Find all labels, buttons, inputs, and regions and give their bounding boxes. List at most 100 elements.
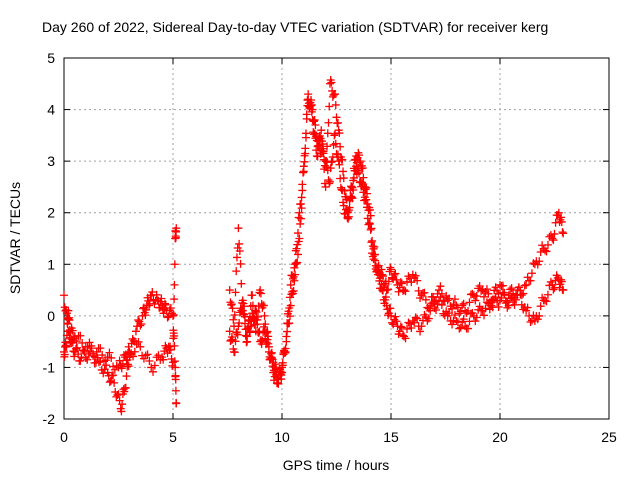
data-point — [367, 238, 376, 247]
data-point — [285, 293, 294, 302]
data-point — [480, 311, 489, 320]
data-point — [131, 327, 140, 336]
data-point — [109, 371, 118, 380]
data-point — [240, 302, 249, 311]
data-point — [170, 280, 179, 289]
data-point — [231, 337, 240, 346]
data-point — [230, 311, 239, 320]
data-point — [240, 312, 249, 321]
data-point — [166, 345, 175, 354]
data-point — [120, 387, 129, 396]
data-point — [259, 322, 268, 331]
data-point — [394, 287, 403, 296]
data-point — [471, 296, 480, 305]
data-point — [113, 391, 122, 400]
data-point — [550, 229, 559, 238]
data-point — [536, 302, 545, 311]
data-point — [344, 212, 353, 221]
data-point — [229, 315, 238, 324]
data-point — [445, 309, 454, 318]
data-point — [117, 407, 126, 416]
plot-area — [63, 57, 610, 420]
data-point — [161, 299, 170, 308]
data-point — [308, 105, 317, 114]
data-point — [252, 308, 261, 317]
data-point — [288, 287, 297, 296]
data-point — [152, 290, 161, 299]
data-point — [148, 288, 157, 297]
data-point — [169, 310, 178, 319]
data-point — [149, 367, 158, 376]
data-point — [118, 359, 127, 368]
data-point — [65, 316, 74, 325]
data-point — [363, 214, 372, 223]
data-point — [472, 313, 481, 322]
data-point — [295, 208, 304, 217]
data-point — [455, 324, 464, 333]
data-point — [369, 244, 378, 253]
data-point — [301, 149, 310, 158]
data-point — [288, 271, 297, 280]
data-point — [89, 349, 98, 358]
data-point — [482, 285, 491, 294]
data-point — [71, 344, 80, 353]
data-point — [299, 168, 308, 177]
data-point — [400, 332, 409, 341]
data-point — [359, 173, 368, 182]
data-point — [368, 236, 377, 245]
data-point — [290, 276, 299, 285]
data-points — [60, 75, 568, 416]
data-point — [310, 116, 319, 125]
data-point — [73, 343, 82, 352]
data-point — [169, 311, 177, 320]
data-point — [448, 304, 457, 313]
data-point — [85, 338, 94, 347]
data-point — [542, 247, 551, 256]
data-point — [323, 129, 332, 138]
data-point — [411, 271, 420, 280]
data-point — [288, 274, 297, 283]
data-point — [124, 342, 133, 351]
y-tick-label: -2 — [43, 411, 56, 427]
data-point — [166, 342, 175, 351]
data-point — [498, 281, 507, 290]
data-point — [543, 290, 552, 299]
data-point — [282, 332, 291, 341]
data-point — [459, 315, 468, 324]
data-point — [347, 193, 356, 202]
data-point — [396, 322, 405, 331]
data-point — [143, 350, 152, 359]
data-point — [248, 301, 257, 310]
data-point — [236, 259, 245, 268]
data-point — [519, 289, 528, 298]
data-point — [237, 279, 246, 288]
data-point — [390, 270, 399, 279]
data-point — [292, 259, 301, 268]
data-point — [171, 375, 180, 384]
data-point — [333, 118, 342, 127]
data-point — [543, 240, 552, 249]
y-tick-label: 4 — [47, 102, 55, 118]
data-point — [293, 229, 302, 238]
data-point — [81, 354, 90, 363]
data-point — [381, 293, 390, 302]
data-point — [511, 295, 520, 304]
data-point — [330, 131, 339, 140]
data-point — [286, 280, 295, 289]
data-point — [170, 295, 179, 304]
data-point — [159, 355, 168, 364]
data-point — [363, 199, 372, 208]
data-point — [230, 348, 239, 357]
data-point — [338, 186, 347, 195]
data-point — [517, 291, 526, 300]
y-tick-label: 0 — [47, 308, 55, 324]
data-point — [475, 282, 484, 291]
data-point — [292, 244, 301, 253]
x-tick-label: 10 — [274, 429, 290, 445]
data-point — [121, 383, 130, 392]
data-point — [407, 323, 416, 332]
data-point — [551, 218, 560, 227]
data-point — [154, 351, 163, 360]
axis-ticks: -2 -1 0 1 2 3 4 5 0 5 10 15 20 25 — [43, 50, 617, 445]
data-point — [362, 183, 371, 192]
